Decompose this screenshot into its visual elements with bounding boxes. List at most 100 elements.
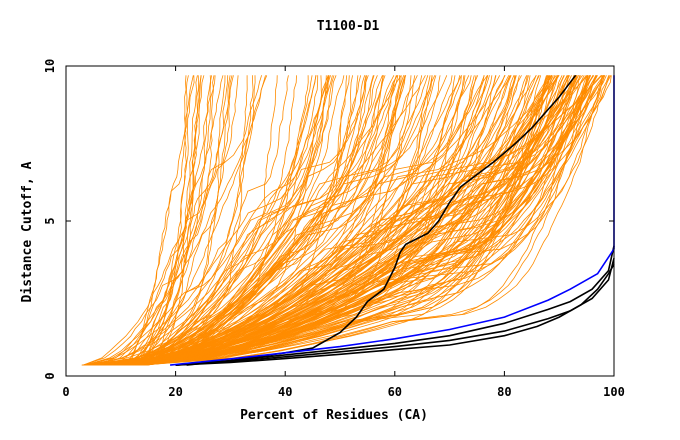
model-curve bbox=[110, 75, 367, 366]
model-curve bbox=[125, 75, 588, 366]
model-curve bbox=[110, 75, 603, 366]
x-axis-label: Percent of Residues (CA) bbox=[240, 408, 428, 423]
model-curve bbox=[132, 75, 297, 366]
model-curve bbox=[91, 75, 333, 366]
model-curve bbox=[89, 75, 589, 366]
y-axis-ticks: 0 5 10 bbox=[43, 59, 614, 380]
model-curve bbox=[129, 75, 200, 366]
model-curve bbox=[119, 75, 406, 366]
model-curve bbox=[143, 75, 496, 366]
model-curve bbox=[127, 75, 374, 366]
model-curve bbox=[123, 75, 189, 366]
y-axis-label: Distance Cutoff, A bbox=[20, 161, 35, 302]
model-curve bbox=[133, 75, 553, 366]
model-curve bbox=[112, 75, 402, 366]
model-curve bbox=[84, 75, 319, 366]
model-curve bbox=[83, 75, 212, 366]
x-tick-label: 0 bbox=[62, 385, 69, 399]
model-curve bbox=[95, 75, 433, 366]
model-curve bbox=[138, 75, 233, 366]
model-curve bbox=[120, 75, 575, 366]
model-curve bbox=[85, 75, 266, 366]
model-curve bbox=[132, 75, 577, 366]
model-curve bbox=[84, 75, 505, 366]
model-curve bbox=[138, 75, 348, 366]
model-curve bbox=[127, 75, 539, 366]
model-curve bbox=[142, 75, 588, 366]
model-curve bbox=[128, 75, 470, 366]
model-curve bbox=[144, 75, 416, 366]
x-tick-label: 20 bbox=[168, 385, 182, 399]
model-curve bbox=[126, 75, 547, 366]
model-curve bbox=[138, 75, 323, 366]
model-curve bbox=[120, 75, 607, 366]
x-tick-label: 100 bbox=[603, 385, 625, 399]
model-curve bbox=[134, 75, 598, 366]
model-curve bbox=[130, 75, 239, 366]
black-series-line bbox=[175, 258, 615, 366]
black-series-line bbox=[186, 74, 577, 366]
model-curve bbox=[120, 75, 375, 366]
black-series-line bbox=[175, 263, 615, 366]
model-curve bbox=[121, 75, 216, 366]
model-curve bbox=[81, 75, 436, 366]
model-curve bbox=[98, 75, 378, 366]
model-curve bbox=[126, 75, 234, 366]
model-curve bbox=[109, 75, 329, 366]
model-curve bbox=[133, 75, 198, 366]
model-curve bbox=[115, 75, 456, 366]
model-curve bbox=[146, 75, 367, 366]
model-curve bbox=[110, 75, 313, 366]
y-tick-label: 0 bbox=[43, 372, 57, 379]
model-curve bbox=[115, 75, 520, 366]
model-curve bbox=[130, 75, 605, 366]
model-curve bbox=[107, 75, 605, 366]
model-curve bbox=[124, 75, 577, 366]
model-curve bbox=[108, 75, 517, 366]
model-curve bbox=[90, 75, 337, 366]
model-curve bbox=[130, 75, 335, 366]
model-curve bbox=[103, 75, 591, 366]
model-curve bbox=[127, 75, 226, 366]
x-tick-label: 40 bbox=[278, 385, 292, 399]
model-curve bbox=[142, 75, 289, 366]
model-curve bbox=[132, 75, 537, 366]
model-curve bbox=[95, 75, 262, 366]
model-curve bbox=[123, 75, 589, 366]
y-tick-label: 10 bbox=[43, 59, 57, 73]
model-curve bbox=[92, 75, 603, 366]
model-lines-group bbox=[81, 75, 612, 366]
model-curve bbox=[129, 75, 317, 366]
model-curve bbox=[124, 75, 402, 366]
model-curve bbox=[130, 75, 501, 366]
y-tick-label: 5 bbox=[43, 217, 57, 224]
model-curve bbox=[129, 75, 559, 366]
model-curve bbox=[130, 75, 362, 366]
highlight-lines-group bbox=[170, 74, 615, 366]
model-curve bbox=[124, 75, 224, 366]
model-curve bbox=[141, 75, 512, 366]
model-curve bbox=[91, 75, 477, 366]
model-curve bbox=[130, 75, 309, 366]
model-curve bbox=[121, 75, 254, 366]
model-curve bbox=[137, 75, 397, 366]
model-curve bbox=[125, 75, 485, 366]
model-curve bbox=[100, 75, 485, 366]
model-curve bbox=[93, 75, 511, 366]
model-curve bbox=[112, 75, 329, 366]
model-curve bbox=[126, 75, 597, 366]
model-curve bbox=[88, 75, 550, 366]
model-curve bbox=[105, 75, 398, 366]
x-tick-label: 60 bbox=[388, 385, 402, 399]
model-curve bbox=[127, 75, 187, 366]
model-curve bbox=[110, 75, 359, 366]
black-series-line bbox=[175, 245, 615, 366]
chart-title: T1100-D1 bbox=[317, 19, 380, 34]
x-axis-ticks: 0 20 40 60 80 100 bbox=[62, 66, 625, 399]
model-curve bbox=[99, 75, 605, 366]
model-curve bbox=[141, 75, 329, 366]
blue-series-line bbox=[170, 75, 615, 366]
x-tick-label: 80 bbox=[497, 385, 511, 399]
model-curve bbox=[125, 75, 369, 366]
